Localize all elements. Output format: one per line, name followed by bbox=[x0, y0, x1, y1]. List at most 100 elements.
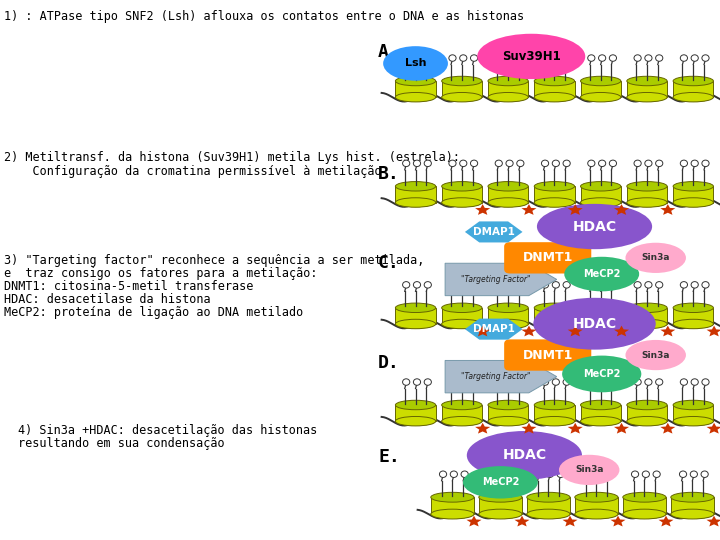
Ellipse shape bbox=[609, 282, 616, 288]
Polygon shape bbox=[521, 423, 536, 434]
Ellipse shape bbox=[552, 379, 559, 386]
FancyBboxPatch shape bbox=[504, 340, 591, 370]
Ellipse shape bbox=[488, 198, 528, 207]
Text: MeCP2: MeCP2 bbox=[583, 269, 621, 279]
Ellipse shape bbox=[459, 282, 467, 288]
Ellipse shape bbox=[413, 379, 420, 386]
Ellipse shape bbox=[395, 416, 436, 426]
Ellipse shape bbox=[673, 416, 714, 426]
Ellipse shape bbox=[656, 379, 663, 386]
FancyBboxPatch shape bbox=[534, 186, 575, 202]
FancyBboxPatch shape bbox=[575, 497, 618, 514]
Text: DMAP1: DMAP1 bbox=[473, 324, 515, 334]
FancyBboxPatch shape bbox=[673, 405, 714, 421]
Ellipse shape bbox=[552, 160, 559, 166]
Ellipse shape bbox=[580, 319, 621, 329]
Ellipse shape bbox=[488, 319, 528, 329]
Polygon shape bbox=[660, 204, 675, 215]
Ellipse shape bbox=[541, 160, 549, 166]
Ellipse shape bbox=[506, 379, 513, 386]
Ellipse shape bbox=[580, 400, 621, 410]
Ellipse shape bbox=[609, 379, 616, 386]
Polygon shape bbox=[521, 326, 536, 336]
Ellipse shape bbox=[431, 509, 474, 519]
FancyBboxPatch shape bbox=[488, 405, 528, 421]
Ellipse shape bbox=[680, 379, 688, 386]
Ellipse shape bbox=[439, 471, 446, 477]
FancyBboxPatch shape bbox=[534, 81, 575, 97]
Polygon shape bbox=[475, 423, 490, 434]
Polygon shape bbox=[660, 326, 675, 336]
Ellipse shape bbox=[634, 282, 642, 288]
Text: HDAC: HDAC bbox=[572, 317, 616, 330]
Polygon shape bbox=[567, 326, 582, 336]
Ellipse shape bbox=[488, 92, 528, 102]
Text: 2) Metiltransf. da histona (Suv39H1) metila Lys hist. (estrela):: 2) Metiltransf. da histona (Suv39H1) met… bbox=[4, 151, 459, 164]
Ellipse shape bbox=[627, 198, 667, 207]
Ellipse shape bbox=[395, 319, 436, 329]
Polygon shape bbox=[465, 319, 523, 340]
Ellipse shape bbox=[534, 416, 575, 426]
Ellipse shape bbox=[691, 282, 698, 288]
FancyBboxPatch shape bbox=[580, 81, 621, 97]
FancyBboxPatch shape bbox=[673, 81, 714, 97]
Ellipse shape bbox=[487, 471, 495, 477]
Ellipse shape bbox=[463, 466, 538, 498]
Ellipse shape bbox=[631, 471, 639, 477]
Polygon shape bbox=[614, 326, 629, 336]
Ellipse shape bbox=[627, 181, 667, 191]
Ellipse shape bbox=[441, 400, 482, 410]
Ellipse shape bbox=[527, 509, 570, 519]
Ellipse shape bbox=[459, 379, 467, 386]
Text: 4) Sin3a +HDAC: desacetilação das histonas: 4) Sin3a +HDAC: desacetilação das histon… bbox=[18, 424, 318, 437]
FancyBboxPatch shape bbox=[623, 497, 666, 514]
FancyBboxPatch shape bbox=[395, 308, 436, 324]
Ellipse shape bbox=[634, 160, 642, 166]
FancyBboxPatch shape bbox=[627, 405, 667, 421]
Ellipse shape bbox=[441, 92, 482, 102]
Ellipse shape bbox=[402, 379, 410, 386]
Ellipse shape bbox=[413, 55, 420, 62]
Ellipse shape bbox=[534, 400, 575, 410]
Ellipse shape bbox=[680, 55, 688, 62]
Ellipse shape bbox=[534, 76, 575, 86]
Ellipse shape bbox=[534, 198, 575, 207]
Ellipse shape bbox=[402, 282, 410, 288]
Text: Configuração da cromatina permissível à metilação: Configuração da cromatina permissível à … bbox=[4, 165, 381, 178]
Ellipse shape bbox=[691, 55, 698, 62]
Ellipse shape bbox=[517, 282, 524, 288]
Text: 3) "Targeting factor" reconhece a sequência a ser metilada,: 3) "Targeting factor" reconhece a sequên… bbox=[4, 254, 424, 267]
FancyBboxPatch shape bbox=[580, 405, 621, 421]
Ellipse shape bbox=[541, 55, 549, 62]
Polygon shape bbox=[659, 516, 673, 526]
Ellipse shape bbox=[580, 303, 621, 313]
Ellipse shape bbox=[395, 400, 436, 410]
Ellipse shape bbox=[634, 55, 642, 62]
Ellipse shape bbox=[449, 55, 456, 62]
Ellipse shape bbox=[441, 319, 482, 329]
Ellipse shape bbox=[527, 509, 570, 519]
Ellipse shape bbox=[701, 471, 708, 477]
Ellipse shape bbox=[575, 509, 618, 519]
Ellipse shape bbox=[598, 160, 606, 166]
Polygon shape bbox=[562, 516, 577, 526]
Text: B.: B. bbox=[378, 165, 400, 183]
Ellipse shape bbox=[702, 160, 709, 166]
Ellipse shape bbox=[691, 160, 698, 166]
FancyBboxPatch shape bbox=[504, 242, 591, 274]
Ellipse shape bbox=[673, 319, 714, 329]
Polygon shape bbox=[465, 221, 523, 242]
Ellipse shape bbox=[627, 303, 667, 313]
Ellipse shape bbox=[527, 492, 570, 502]
Ellipse shape bbox=[702, 282, 709, 288]
Ellipse shape bbox=[580, 198, 621, 207]
Ellipse shape bbox=[580, 416, 621, 426]
Text: MeCP2: MeCP2 bbox=[482, 477, 519, 487]
Ellipse shape bbox=[673, 303, 714, 313]
Ellipse shape bbox=[645, 160, 652, 166]
Ellipse shape bbox=[441, 319, 482, 329]
Ellipse shape bbox=[395, 76, 436, 86]
Ellipse shape bbox=[495, 160, 503, 166]
FancyBboxPatch shape bbox=[580, 308, 621, 324]
FancyBboxPatch shape bbox=[488, 308, 528, 324]
